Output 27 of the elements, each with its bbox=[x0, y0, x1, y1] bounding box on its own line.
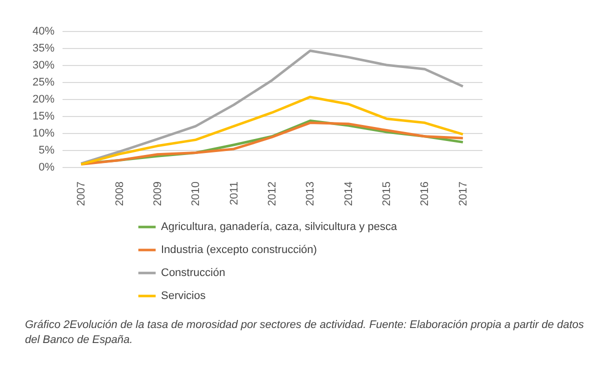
line-series bbox=[80, 49, 464, 165]
legend-label: Industria (excepto construcción) bbox=[161, 244, 317, 256]
text: Gráfico 2Evolución de la tasa de morosidad por sectores de actividad. Fuente: Elaboración propia a partir de datos del Banco de España. bbox=[25, 318, 585, 348]
x-tick-label: 2014 bbox=[342, 182, 355, 206]
x-tick-label: 2007 bbox=[76, 182, 88, 206]
y-tick-label: 5% bbox=[38, 144, 55, 156]
y-tick-label: 10% bbox=[32, 128, 55, 140]
y-tick-label: 40% bbox=[32, 26, 55, 38]
line-series bbox=[80, 96, 464, 166]
y-tick-label: 15% bbox=[32, 110, 55, 122]
x-tick-label: 2013 bbox=[304, 182, 317, 206]
legend-label: Construcción bbox=[161, 267, 226, 279]
y-tick-label: 0% bbox=[38, 162, 55, 174]
x-tick-label: 2009 bbox=[152, 182, 164, 206]
x-tick-label: 2015 bbox=[381, 182, 394, 206]
x-tick-label: 2010 bbox=[190, 182, 202, 206]
legend-label: Servicios bbox=[161, 290, 206, 302]
y-tick-label: 35% bbox=[32, 42, 55, 54]
y-tick-label: 20% bbox=[32, 94, 55, 106]
y-tick-label: 30% bbox=[32, 60, 55, 72]
y-tick-label: 25% bbox=[32, 76, 55, 88]
x-tick-label: 2008 bbox=[114, 182, 126, 206]
legend-label: Agricultura, ganadería, caza, silvicultura y pesca bbox=[161, 221, 398, 233]
x-tick-label: 2017 bbox=[457, 182, 470, 206]
x-tick-label: 2011 bbox=[228, 182, 240, 206]
x-tick-label: 2012 bbox=[266, 182, 278, 206]
x-tick-label: 2016 bbox=[419, 182, 432, 206]
